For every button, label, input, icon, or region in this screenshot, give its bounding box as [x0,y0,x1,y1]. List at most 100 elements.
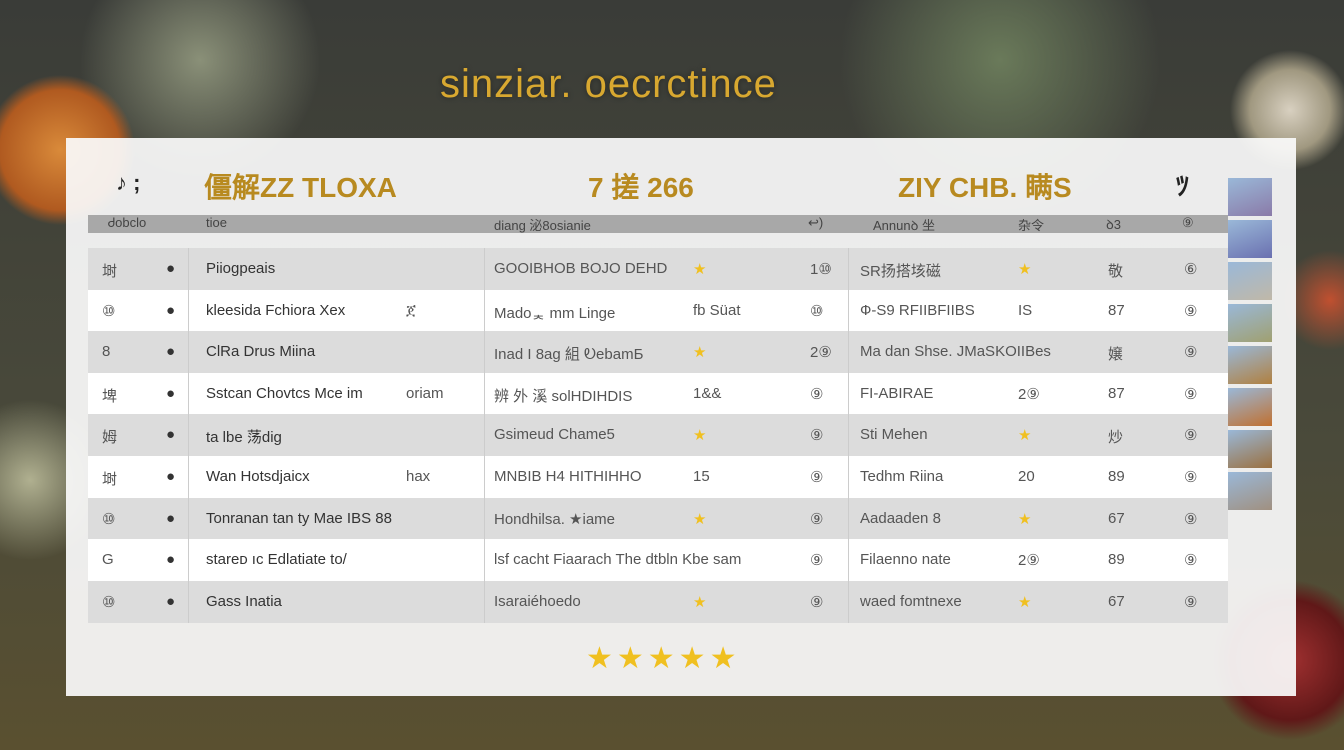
row-category: Ф-S9 RFIIBFIIBS [860,301,975,319]
row-action-icon[interactable]: ⑨ [1184,427,1198,445]
table-row[interactable]: 8 ● ClRa Drus Miina Inad I 8ag 組 ᎧebamБ ★ 2⑨ M… [88,331,1228,374]
top-bar: ♪ ; 僵解ZZ TLOXA 7 搓 266 ZIY CHB. 瞒S ﾂ [66,166,1296,203]
music-icon[interactable]: ♪ ; [116,170,141,195]
column-header[interactable]: ↩) [808,215,824,230]
row-category-value: ★ [1018,427,1032,445]
thumbnail-image[interactable] [1228,430,1272,468]
thumbnail-image[interactable] [1228,220,1272,258]
row-action-icon[interactable]: ⑨ [1184,302,1198,320]
table-row[interactable]: G ● stareᴅ ıc Edlatiate to/lsf cacht Fiaar… [88,539,1228,582]
page-title: 僵解ZZ TLOXA [204,172,397,203]
avatar-icon: ● [166,468,176,485]
row-category: Ma dan Shse. JMaSKOIIBes [860,343,1051,361]
row-category-value: 2⑨ [1018,552,1040,570]
column-divider [188,580,189,623]
row-detail: MNBIB H4 HITHIHHO [494,468,642,485]
table-row[interactable]: 埘 ● Wan Hotsdjaicx hax MNBIB H4 HITHIHHO 15 ⑨ T… [88,456,1228,498]
column-divider [484,331,485,374]
column-divider [188,497,189,540]
row-detail: GOOIBHOB BOJO DEHD [494,260,668,277]
column-header[interactable]: ⑨ [1182,215,1194,230]
row-category: Sti Mehen [860,426,928,444]
column-header[interactable]: ꝺ3 [1106,217,1122,232]
column-divider [484,497,485,540]
row-count: 嬢 [1108,346,1124,364]
row-action-icon[interactable]: ⑨ [1184,510,1198,528]
column-divider [188,248,189,290]
thumbnail-image[interactable] [1228,346,1272,384]
table-row[interactable]: ⑩ ● Gass Inatia Isaraiéhoedo ★ ⑨ waed fomtnexe… [88,580,1228,623]
row-action-icon[interactable]: ⑨ [1184,344,1198,362]
row-detail: Inad I 8ag 組 ᎧebamБ [494,346,644,364]
row-value: 2⑨ [810,344,832,362]
row-category: FI-ABIRAE [860,384,934,402]
column-divider [848,331,849,374]
row-category-value: 2⑨ [1018,385,1040,403]
count-label: 7 搓 266 [588,172,694,203]
row-value: ⑨ [810,593,824,611]
row-action-icon[interactable]: ⑨ [1184,552,1198,570]
row-number: 埘 [102,263,118,280]
row-count: 敬 [1108,263,1124,280]
row-badge: ★ [693,344,707,362]
rating-stars[interactable]: ★★★★★ [586,642,741,675]
row-detail: 辨 外 溪 solHDIHDIS [494,387,633,405]
row-category-value: ★ [1018,261,1032,278]
row-number: ⑩ [102,302,116,320]
column-header[interactable]: 杂令 [1018,218,1045,233]
table-row[interactable]: 埤 ● Sstcan Chovtcs Mce im oriam 辨 外 溪 solHDI… [88,372,1228,415]
row-name: stareᴅ ıc Edlatiate to/ [206,551,347,569]
column-header[interactable]: Annunꝺ 坐 [873,218,935,233]
row-badge: 15 [693,468,710,485]
column-divider [848,414,849,457]
row-badge: ★ [693,261,707,278]
row-detail: Hondhilsa. ★iame [494,510,616,528]
table-row[interactable]: 姆 ● ta lbe 荡dig Gsimeud Chame5 ★ ⑨ Sti Mehen ★ 炒… [88,414,1228,457]
row-name-extra: hax [406,468,431,485]
row-name: Gass Inatia [206,592,282,610]
row-count: 89 [1108,551,1125,569]
row-name: Piiogpeais [206,260,276,277]
avatar-icon: ● [166,509,176,527]
column-divider [848,456,849,498]
row-action-icon[interactable]: ⑥ [1184,261,1198,278]
table-row[interactable]: 埘 ● Piiogpeais GOOIBHOB BOJO DEHD ★ 1⑩ SR扬搭垓磁 ★… [88,248,1228,290]
row-action-icon[interactable]: ⑨ [1184,593,1198,611]
thumbnail-image[interactable] [1228,304,1272,342]
thumbnail-image[interactable] [1228,472,1272,510]
column-divider [188,289,189,332]
table-row[interactable]: ⑩ ● kleesida Fchiora Xex ጀ Madoᆾ mm Linge fb … [88,289,1228,332]
row-badge: ★ [693,510,707,528]
row-name: Sstcan Chovtcs Mce im [206,384,363,402]
avatar-icon: ● [166,343,176,361]
row-count: 67 [1108,592,1125,610]
row-category-value: IS [1018,301,1033,319]
row-name: ClRa Drus Miina [206,343,316,361]
column-divider [484,289,485,332]
column-divider [188,331,189,374]
row-name: kleesida Fchiora Xex [206,301,346,319]
row-number: ⑩ [102,593,116,611]
thumbnail-image[interactable] [1228,178,1272,216]
thumbnail-image[interactable] [1228,388,1272,426]
row-name-extra: oriam [406,384,444,402]
row-name: Tonranan tan ty Mae IBS 88 [206,509,392,527]
column-divider [484,539,485,582]
row-value: ⑨ [810,552,824,570]
row-number: 埤 [102,387,118,405]
column-header[interactable]: diang 泌8osianie [494,218,591,233]
thumbnail-image[interactable] [1228,262,1272,300]
main-panel: ♪ ; 僵解ZZ TLOXA 7 搓 266 ZIY CHB. 瞒S ﾂ Ꮷob… [66,138,1296,696]
menu-icon[interactable]: ﾂ [1176,171,1190,201]
column-divider [484,414,485,457]
row-count: 炒 [1108,429,1124,447]
table-header: Ꮷobclo tioe diang 泌8osianie ↩) Annunꝺ 坐 … [88,215,1228,233]
column-header[interactable]: tioe [206,215,227,230]
avatar-icon: ● [166,551,176,569]
row-action-icon[interactable]: ⑨ [1184,385,1198,403]
row-count: 87 [1108,301,1125,319]
table-row[interactable]: ⑩ ● Tonranan tan ty Mae IBS 88 Hondhilsa. ★… [88,497,1228,540]
row-value: ⑨ [810,385,824,403]
row-action-icon[interactable]: ⑨ [1184,469,1198,486]
column-header[interactable]: Ꮷobclo [108,215,147,230]
